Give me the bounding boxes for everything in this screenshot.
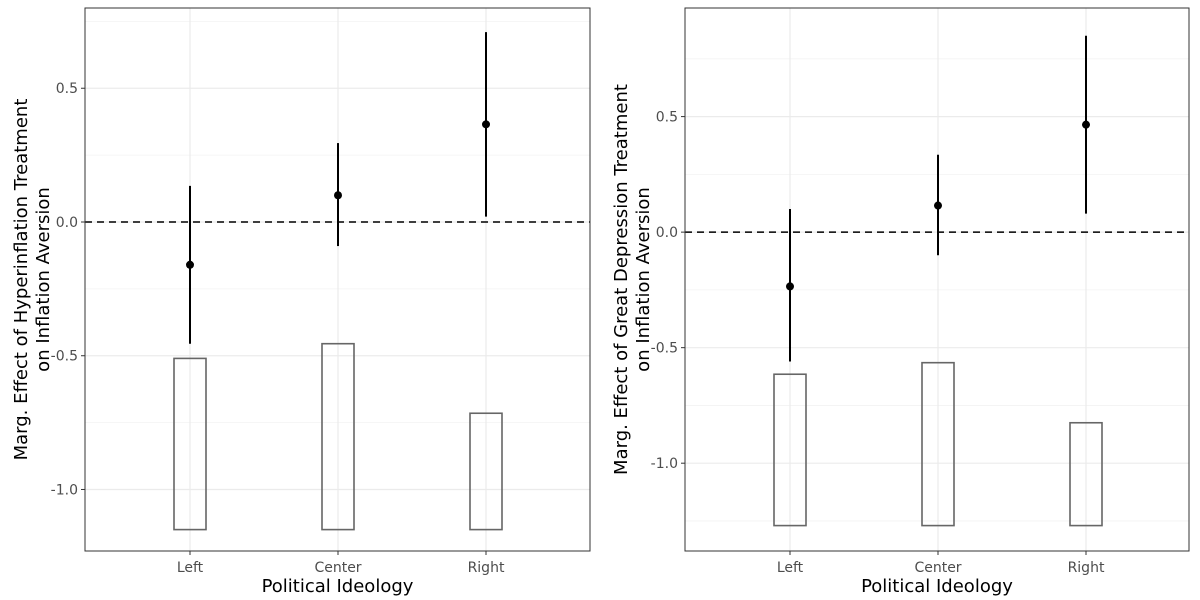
panel-background [685,8,1189,551]
histogram-bar-center [321,342,355,531]
right-panel: 0.5 0.0 -0.5 -1.0 Left Center Right Political I… [611,7,1190,597]
y-tick-label: -0.5 [651,341,678,357]
x-axis-title: Political Ideology [861,576,1013,597]
histogram-bar-right [469,412,503,531]
y-axis-title: Marg. Effect of Hyperinflation Treatment [11,99,32,461]
y-axis-title: Marg. Effect of Great Depression Treatme… [611,84,632,475]
point-estimate-left [186,260,194,269]
y-tick-label: 0.5 [56,81,78,97]
point-estimate-center [934,201,942,210]
histogram-bar-left [173,357,207,531]
histogram-bar-left [773,373,807,527]
x-tick-label-right: Right [1068,560,1105,576]
point-estimate-right [482,120,490,129]
x-tick-label-right: Right [468,560,505,576]
histogram-bar-right [1069,421,1103,527]
panel-border [684,7,1190,552]
y-tick-label: -1.0 [51,482,78,498]
x-tick-label-center: Center [914,560,961,576]
point-estimate-right [1082,120,1090,129]
left-panel: 0.5 0.0 -0.5 -1.0 Left Center Right Political I… [11,7,591,597]
point-estimate-center [334,191,342,200]
x-axis-title: Political Ideology [262,576,414,597]
x-tick-label-left: Left [777,560,804,576]
point-estimate-left [786,282,794,291]
y-tick-label: 0.5 [656,110,678,126]
y-tick-label: -0.5 [51,349,78,365]
y-tick-label: 0.0 [56,215,78,231]
y-axis-title: on Inflation Aversion [33,187,54,372]
y-tick-label: 0.0 [656,225,678,241]
y-axis-title: on Inflation Aversion [633,187,654,372]
x-tick-label-left: Left [177,560,204,576]
x-tick-label-center: Center [314,560,361,576]
y-tick-label: -1.0 [651,456,678,472]
histogram-bar-center [921,361,955,527]
